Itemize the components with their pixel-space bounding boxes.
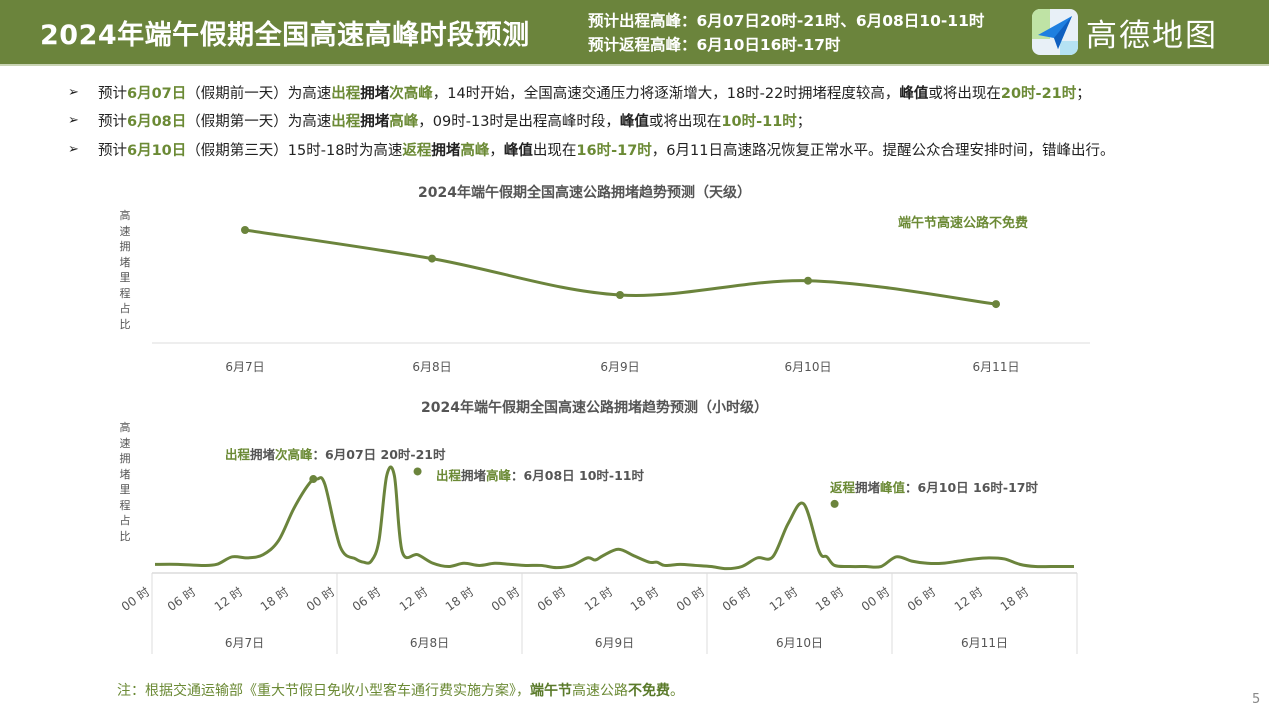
logo-text: 高德地图 xyxy=(1086,17,1218,54)
peak-summary: 预计出程高峰：6月07日20时-21时、6月08日10-11时 预计返程高峰：6… xyxy=(588,9,984,57)
page-number: 5 xyxy=(1252,692,1261,707)
bullet-item: ➢ 预计 6月10日 （假期第三天）15时-18时为高速 返程 拥堵 高峰，峰值 出现在 16时… xyxy=(68,141,1115,159)
hourly-day-label: 6月8日 xyxy=(409,636,450,650)
daily-x-label: 6月9日 xyxy=(600,360,640,374)
footer-note: 注：根据交通运输部《重大节假日免收小型客车通行费实施方案》，端午节高速公路不免费… xyxy=(117,683,684,699)
header-banner: 2024年端午假期全国高速高峰时段预测 预计出程高峰：6月07日20时-21时、… xyxy=(0,0,1269,66)
hourly-chart-title: 2024年端午假期全国高速公路拥堵趋势预测（小时级） xyxy=(421,400,768,416)
amap-logo: 高德地图 xyxy=(1032,9,1218,55)
bullet-item: ➢ 预计 6月08日 （假期第一天）为高速 出程 拥堵 高峰 ，09时-13时是出程高峰时段，… xyxy=(68,113,812,131)
hourly-day-label: 6月10日 xyxy=(776,636,823,650)
toll-free-annotation: 端午节高速公路不免费 xyxy=(898,216,1029,231)
peak-return: 预计返程高峰：6月10日16时-17时 xyxy=(588,36,841,54)
hourly-chart-ylabel: 高速拥堵里程占比 xyxy=(119,421,131,543)
peak-annotation-0610: 返程拥堵峰值：6月10日 16时-17时 xyxy=(830,480,1038,495)
daily-chart-ylabel: 高速拥堵里程占比 xyxy=(119,209,131,331)
daily-x-label: 6月10日 xyxy=(784,360,832,374)
daily-chart-title: 2024年端午假期全国高速公路拥堵趋势预测（天级） xyxy=(418,185,751,201)
arrow-bullet-icon: ➢ xyxy=(68,84,79,100)
hourly-day-label: 6月9日 xyxy=(594,636,635,650)
daily-x-label: 6月8日 xyxy=(412,360,452,374)
paper-plane-icon xyxy=(1032,9,1078,55)
page-title: 2024年端午假期全国高速高峰时段预测 xyxy=(40,20,530,51)
peak-annotation-0607: 出程拥堵次高峰：6月07日 20时-21时 xyxy=(225,447,446,462)
hourly-day-label: 6月7日 xyxy=(224,636,265,650)
daily-x-label: 6月11日 xyxy=(972,360,1020,374)
bullet-item: ➢ 预计 6月07日 （假期前一天）为高速 出程 拥堵 次高峰 ，14时开始，全国高速交通压力… xyxy=(68,84,1091,102)
peak-annotation-0608: 出程拥堵高峰：6月08日 10时-11时 xyxy=(436,468,644,483)
arrow-bullet-icon: ➢ xyxy=(68,113,79,129)
peak-outbound: 预计出程高峰：6月07日20时-21时、6月08日10-11时 xyxy=(588,12,985,30)
bullet-list: ➢ 预计 6月07日 （假期前一天）为高速 出程 拥堵 次高峰 ，14时开始，全国高速交通压力… xyxy=(68,78,1114,164)
arrow-bullet-icon: ➢ xyxy=(68,141,79,157)
hourly-day-label: 6月11日 xyxy=(961,636,1008,650)
daily-x-label: 6月7日 xyxy=(225,360,265,374)
